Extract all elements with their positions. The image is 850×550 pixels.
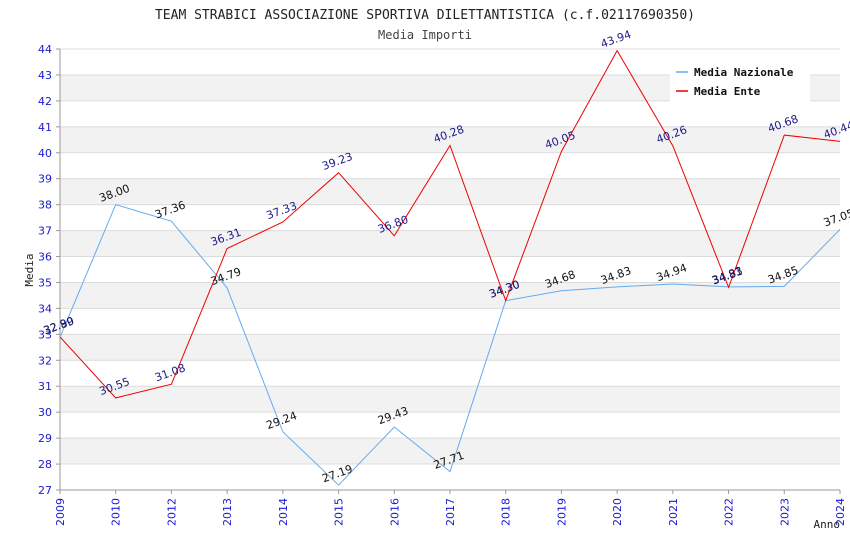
data-label: 31.08 (153, 361, 187, 384)
data-label: 43.94 (599, 28, 633, 51)
y-tick-label: 31 (38, 380, 52, 393)
grid-band (60, 230, 840, 257)
x-tick-label: 2017 (444, 498, 457, 526)
y-tick-label: 44 (38, 43, 52, 56)
y-tick-label: 36 (38, 251, 52, 264)
x-tick-label: 2024 (834, 498, 847, 526)
x-axis-ticks: 2009 2010 2012 2013 2014 2015 2016 2017 2018 2019… (54, 490, 847, 526)
chart-title: TEAM STRABICI ASSOCIAZIONE SPORTIVA DILE… (155, 8, 695, 23)
x-tick-label: 2015 (333, 498, 346, 526)
y-tick-label: 27 (38, 484, 52, 497)
x-tick-label: 2016 (388, 498, 401, 526)
y-tick-label: 43 (38, 69, 52, 82)
grid-band (60, 334, 840, 361)
grid-band (60, 178, 840, 205)
data-label: 39.23 (320, 150, 354, 173)
chart-subtitle: Media Importi (378, 28, 472, 42)
series-line-media-ente (59, 49, 841, 399)
grid-band (60, 386, 840, 413)
y-tick-label: 38 (38, 199, 52, 212)
x-axis-label: Anno (814, 518, 841, 531)
y-tick-label: 41 (38, 121, 52, 134)
series-lines (59, 49, 841, 486)
y-tick-label: 37 (38, 225, 52, 238)
legend-label: Media Ente (694, 85, 761, 98)
y-axis-ticks: 27 28 29 30 31 32 33 34 35 36 37 38 39 40 41 42 43 44 (38, 43, 60, 497)
grid-band (60, 126, 840, 153)
x-tick-label: 2010 (110, 498, 123, 526)
y-tick-label: 28 (38, 458, 52, 471)
x-tick-label: 2021 (667, 498, 680, 526)
y-tick-label: 33 (38, 328, 52, 341)
grid-band (60, 282, 840, 309)
y-tick-label: 40 (38, 147, 52, 160)
y-tick-label: 30 (38, 406, 52, 419)
x-tick-label: 2013 (221, 498, 234, 526)
grid-band (60, 438, 840, 465)
x-tick-label: 2014 (277, 498, 290, 526)
y-tick-label: 35 (38, 276, 52, 289)
x-tick-label: 2022 (723, 498, 736, 526)
x-tick-label: 2009 (54, 498, 67, 526)
y-tick-label: 42 (38, 95, 52, 108)
data-label: 32.90 (42, 314, 76, 337)
series-line-media-nazionale (59, 203, 841, 486)
y-tick-label: 29 (38, 432, 52, 445)
x-tick-label: 2020 (611, 498, 624, 526)
y-tick-label: 32 (38, 354, 52, 367)
y-tick-label: 34 (38, 302, 52, 315)
y-tick-label: 39 (38, 173, 52, 186)
data-label: 27.19 (320, 462, 354, 485)
x-tick-label: 2012 (165, 498, 178, 526)
y-axis-label: Media (23, 253, 36, 286)
data-label: 34.94 (655, 261, 689, 284)
data-label: 37.05 (822, 207, 850, 230)
x-tick-label: 2019 (555, 498, 568, 526)
legend: Media Nazionale Media Ente (670, 60, 810, 102)
legend-box (670, 60, 810, 102)
x-tick-label: 2023 (778, 498, 791, 526)
legend-label: Media Nazionale (694, 66, 794, 79)
x-tick-label: 2018 (500, 498, 513, 526)
